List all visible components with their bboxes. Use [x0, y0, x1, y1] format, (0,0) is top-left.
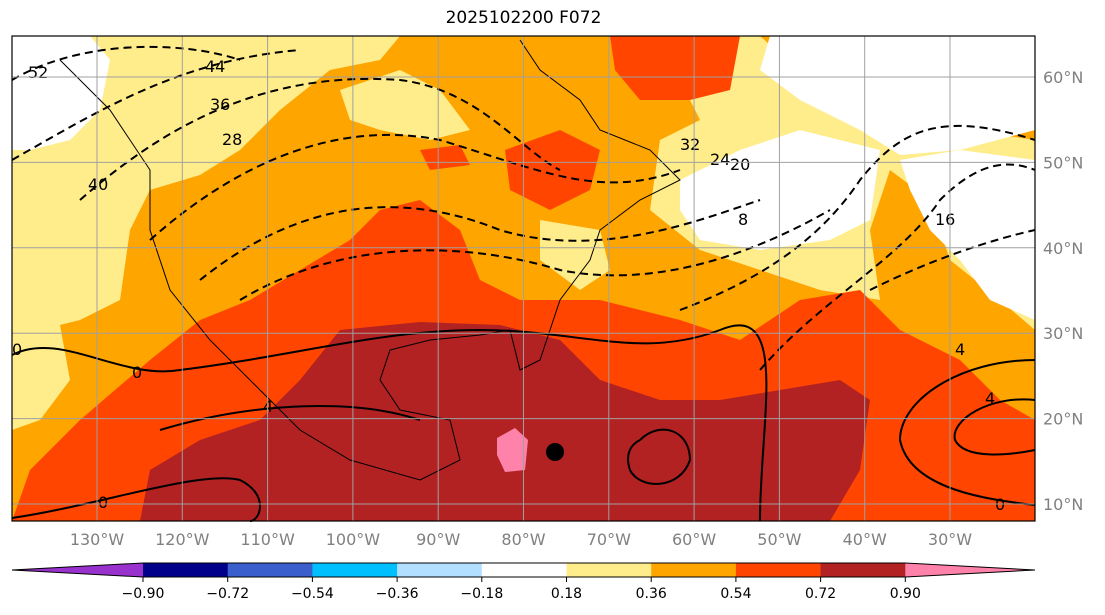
darkred-region [140, 322, 870, 521]
contour-label: 52 [28, 63, 48, 82]
colorbar-tick-label: 0.36 [636, 586, 667, 602]
white-region [760, 36, 1035, 155]
colorbar-tick-label: −0.36 [376, 586, 419, 602]
contour-label: 4 [985, 389, 995, 408]
contour-label: 44 [205, 57, 225, 76]
colorbar-segment [651, 563, 737, 577]
pink-region [497, 428, 528, 472]
contour-label: 0 [132, 363, 142, 382]
colorbar-segment [227, 563, 313, 577]
colorbar-segment [143, 563, 229, 577]
longitude-label: 50°W [757, 530, 801, 549]
contour-label: 24 [710, 150, 730, 169]
longitude-label: 120°W [155, 530, 210, 549]
coastline [59, 39, 681, 481]
redorange-region [420, 145, 470, 170]
white-region [12, 36, 110, 150]
contour-label: 40 [88, 175, 108, 194]
contour-label: 4 [955, 340, 965, 359]
colorbar-segment [566, 563, 652, 577]
colorbar-tick-label: −0.72 [206, 586, 249, 602]
colorbar-tick-label: 0.72 [805, 586, 836, 602]
colorbar: −0.90 −0.72 −0.54 −0.36 −0.18 0.18 0.36 0.54 0.7… [11, 562, 1036, 602]
map-title: 2025102200 F072 [445, 8, 602, 28]
colorbar-segment [312, 563, 398, 577]
contour-label: 0 [12, 340, 22, 359]
longitude-label: 130°W [70, 530, 125, 549]
latitude-label: 30°N [1043, 324, 1083, 343]
colorbar-segment-max-extend [905, 563, 1035, 577]
longitude-label: 110°W [240, 530, 295, 549]
longitude-label: 70°W [587, 530, 631, 549]
longitude-label: 30°W [928, 530, 972, 549]
yellow-region [340, 70, 470, 140]
colorbar-segment [397, 563, 483, 577]
white-region [900, 150, 1035, 320]
colorbar-tick-label: 0.18 [551, 586, 582, 602]
contour-label: 28 [222, 130, 242, 149]
longitude-label: 90°W [416, 530, 460, 549]
colorbar-segment [820, 563, 906, 577]
colorbar-tick-label: −0.90 [122, 586, 165, 602]
longitude-label: 100°W [326, 530, 381, 549]
redorange-region [505, 130, 600, 210]
colorbar-tick-label: 0.54 [720, 586, 751, 602]
contour-label: 16 [935, 210, 955, 229]
latitude-label: 50°N [1043, 153, 1083, 172]
yellow-region [12, 36, 400, 340]
longitude-label: 40°W [843, 530, 887, 549]
contour-label: 20 [730, 155, 750, 174]
colorbar-tick-label: −0.54 [291, 586, 334, 602]
latitude-label: 60°N [1043, 68, 1083, 87]
contour-labels: 52 44 36 28 40 32 24 20 8 16 0 4 0 4 0 0… [12, 57, 1005, 514]
contour-label: 36 [210, 95, 230, 114]
colorbar-segment-min-extend [12, 563, 143, 577]
yellow-region [540, 220, 610, 290]
white-region [680, 130, 880, 250]
solid-contours [11, 324, 1036, 522]
storm-position-dot [546, 443, 564, 461]
latitude-labels: 60°N 50°N 40°N 30°N 20°N 10°N [1043, 68, 1083, 514]
colorbar-tick-label: −0.18 [460, 586, 503, 602]
latitude-label: 40°N [1043, 239, 1083, 258]
longitude-labels: 130°W 120°W 110°W 100°W 90°W 80°W 70°W 60°W 50°W… [70, 530, 972, 549]
contour-label: 32 [680, 135, 700, 154]
longitude-label: 80°W [501, 530, 545, 549]
yellow-region [12, 325, 70, 430]
graticule [12, 36, 1035, 521]
map-frame [11, 35, 1036, 522]
longitude-label: 60°W [672, 530, 716, 549]
dashed-contours [11, 45, 1036, 371]
colorbar-tick-label: 0.90 [890, 586, 921, 602]
latitude-label: 10°N [1043, 495, 1083, 514]
latitude-label: 20°N [1043, 410, 1083, 429]
contour-label: 8 [738, 210, 748, 229]
redorange-region [610, 36, 740, 100]
contour-label: 0 [98, 493, 108, 512]
colorbar-segment [735, 563, 822, 577]
colorbar-segment [481, 563, 567, 577]
